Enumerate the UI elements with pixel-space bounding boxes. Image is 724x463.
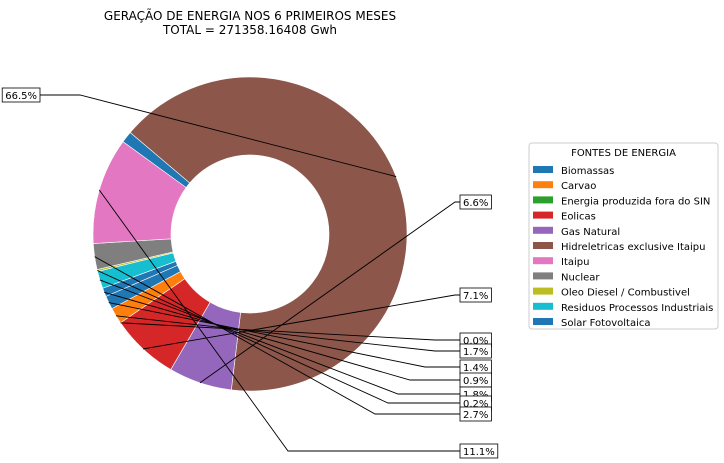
legend-frame bbox=[528, 142, 719, 330]
slice-annotations: 66.5% 6.6% 7.1% 0.0%1.7% 1.4% 0.9% 1.8%0.2%2.7… bbox=[1, 87, 499, 459]
slice-label-box bbox=[459, 194, 492, 210]
legend-swatch bbox=[533, 272, 553, 280]
annotation-leader-line bbox=[40, 94, 397, 178]
annotation-leader-line bbox=[199, 201, 460, 384]
legend-entry-label: Oleo Diesel / Combustivel bbox=[561, 288, 690, 299]
legend-swatch bbox=[533, 196, 553, 204]
slice-label-text: 0.9% bbox=[463, 376, 488, 387]
legend-entry-label: Biomassas bbox=[561, 166, 614, 177]
annotation-leader-line bbox=[94, 256, 460, 415]
slice-label: 11.1% bbox=[459, 443, 499, 459]
slice-label-box bbox=[459, 343, 492, 359]
slice-label-box bbox=[459, 443, 499, 459]
legend-entry-label: Gas Natural bbox=[561, 227, 620, 238]
slice-label: 1.7% bbox=[459, 343, 492, 359]
chart-subtitle: TOTAL = 271358.16408 Gwh bbox=[162, 23, 338, 37]
donut-slice bbox=[92, 141, 187, 244]
legend-swatch bbox=[533, 181, 553, 189]
legend-swatch bbox=[533, 226, 553, 234]
donut-slice bbox=[129, 76, 408, 392]
legend: FONTES DE ENERGIA Biomassas Carvao Energia … bbox=[528, 142, 719, 330]
legend-swatch bbox=[533, 211, 553, 219]
slice-label: 7.1% bbox=[459, 287, 492, 303]
slice-label-text: 1.8% bbox=[463, 390, 488, 401]
annotation-leader-line bbox=[99, 279, 460, 395]
annotation-leader-line bbox=[98, 189, 460, 452]
slice-label-text: 2.7% bbox=[463, 410, 488, 421]
slice-label-text: 0.0% bbox=[463, 336, 488, 347]
donut-slices bbox=[92, 76, 408, 392]
slice-label-box bbox=[459, 287, 492, 303]
slice-label-text: 6.6% bbox=[463, 198, 488, 209]
annotation-leader-line bbox=[104, 291, 460, 381]
slice-label-box bbox=[1, 87, 41, 103]
slice-label-text: 66.5% bbox=[5, 91, 37, 102]
legend-entry-label: Residuos Processos Industriais bbox=[561, 303, 713, 314]
slice-label-text: 7.1% bbox=[463, 291, 488, 302]
slice-label: 66.5% bbox=[1, 87, 41, 103]
slice-label: 1.4% bbox=[459, 359, 492, 375]
legend-swatch bbox=[533, 166, 553, 173]
slice-label-box bbox=[459, 406, 492, 422]
slice-label-text: 0.2% bbox=[463, 399, 488, 410]
legend-swatch bbox=[533, 257, 553, 265]
legend-entry-label: Nuclear bbox=[561, 272, 600, 283]
slice-label-text: 1.4% bbox=[463, 363, 488, 374]
legend-swatch bbox=[533, 242, 553, 249]
chart-title: GERAÇÃO DE ENERGIA NOS 6 PRIMEIROS MESES bbox=[103, 9, 397, 23]
legend-entry-label: Energia produzida fora do SIN bbox=[561, 196, 710, 207]
annotation-leader-line bbox=[97, 270, 460, 404]
slice-label: 2.7% bbox=[459, 406, 492, 422]
slice-label-text: 11.1% bbox=[463, 447, 495, 458]
legend-swatch bbox=[533, 302, 553, 310]
legend-entry-label: Carvao bbox=[561, 181, 596, 192]
legend-title: FONTES DE ENERGIA bbox=[571, 148, 676, 159]
legend-swatch bbox=[533, 318, 553, 325]
slice-label-text: 1.7% bbox=[463, 347, 488, 358]
legend-swatch bbox=[533, 287, 553, 295]
legend-entry-label: Eolicas bbox=[561, 212, 596, 223]
legend-entry-label: Solar Fotovoltaica bbox=[561, 318, 650, 329]
legend-entry-label: Hidreletricas exclusive Itaipu bbox=[561, 242, 705, 253]
slice-label: 0.9% bbox=[459, 372, 492, 388]
slice-label: 6.6% bbox=[459, 194, 492, 210]
legend-entry-label: Itaipu bbox=[561, 257, 589, 268]
